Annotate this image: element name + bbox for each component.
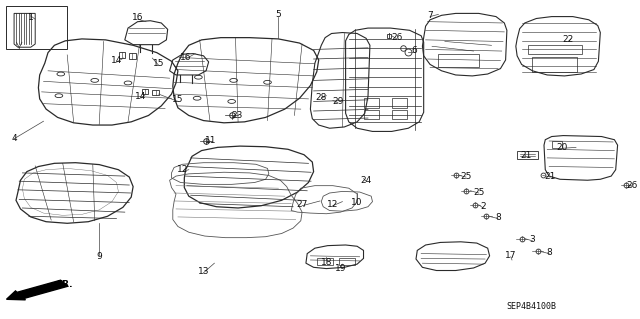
Text: 21: 21 — [520, 151, 532, 160]
Text: 16: 16 — [132, 13, 143, 22]
Text: 16: 16 — [180, 53, 191, 62]
Text: 23: 23 — [231, 111, 243, 120]
Text: 10: 10 — [351, 198, 363, 207]
Text: 20: 20 — [556, 143, 568, 152]
Text: 24: 24 — [360, 176, 372, 185]
Text: 8: 8 — [495, 213, 500, 222]
Text: 27: 27 — [296, 200, 308, 209]
Text: 1: 1 — [28, 13, 33, 22]
Text: 17: 17 — [505, 251, 516, 260]
Text: 28: 28 — [316, 93, 327, 102]
Text: 25: 25 — [473, 188, 484, 197]
Text: 12: 12 — [327, 200, 339, 209]
Text: 5: 5 — [276, 10, 281, 19]
Text: 2: 2 — [481, 202, 486, 211]
FancyArrow shape — [6, 280, 67, 300]
Text: 15: 15 — [153, 59, 164, 68]
Text: 14: 14 — [111, 56, 122, 65]
Text: 21: 21 — [545, 172, 556, 181]
Text: 15: 15 — [172, 95, 184, 104]
Text: 6: 6 — [412, 46, 417, 55]
Text: 12: 12 — [177, 165, 188, 174]
Text: 13: 13 — [198, 267, 209, 276]
Text: 9: 9 — [97, 252, 102, 261]
Text: 26: 26 — [627, 181, 638, 190]
Text: FR.: FR. — [56, 280, 73, 289]
Text: SEP4B4100B: SEP4B4100B — [506, 302, 556, 311]
Text: 4: 4 — [12, 134, 17, 143]
Text: 19: 19 — [335, 264, 346, 273]
Text: 26: 26 — [391, 33, 403, 42]
Text: 3: 3 — [530, 235, 535, 244]
Text: 25: 25 — [460, 172, 472, 181]
Text: 14: 14 — [135, 92, 147, 101]
Text: 11: 11 — [205, 137, 217, 145]
Text: 18: 18 — [321, 258, 332, 267]
Text: 8: 8 — [547, 248, 552, 257]
Text: 22: 22 — [563, 35, 574, 44]
Text: 7: 7 — [428, 11, 433, 20]
Text: 29: 29 — [332, 97, 344, 106]
